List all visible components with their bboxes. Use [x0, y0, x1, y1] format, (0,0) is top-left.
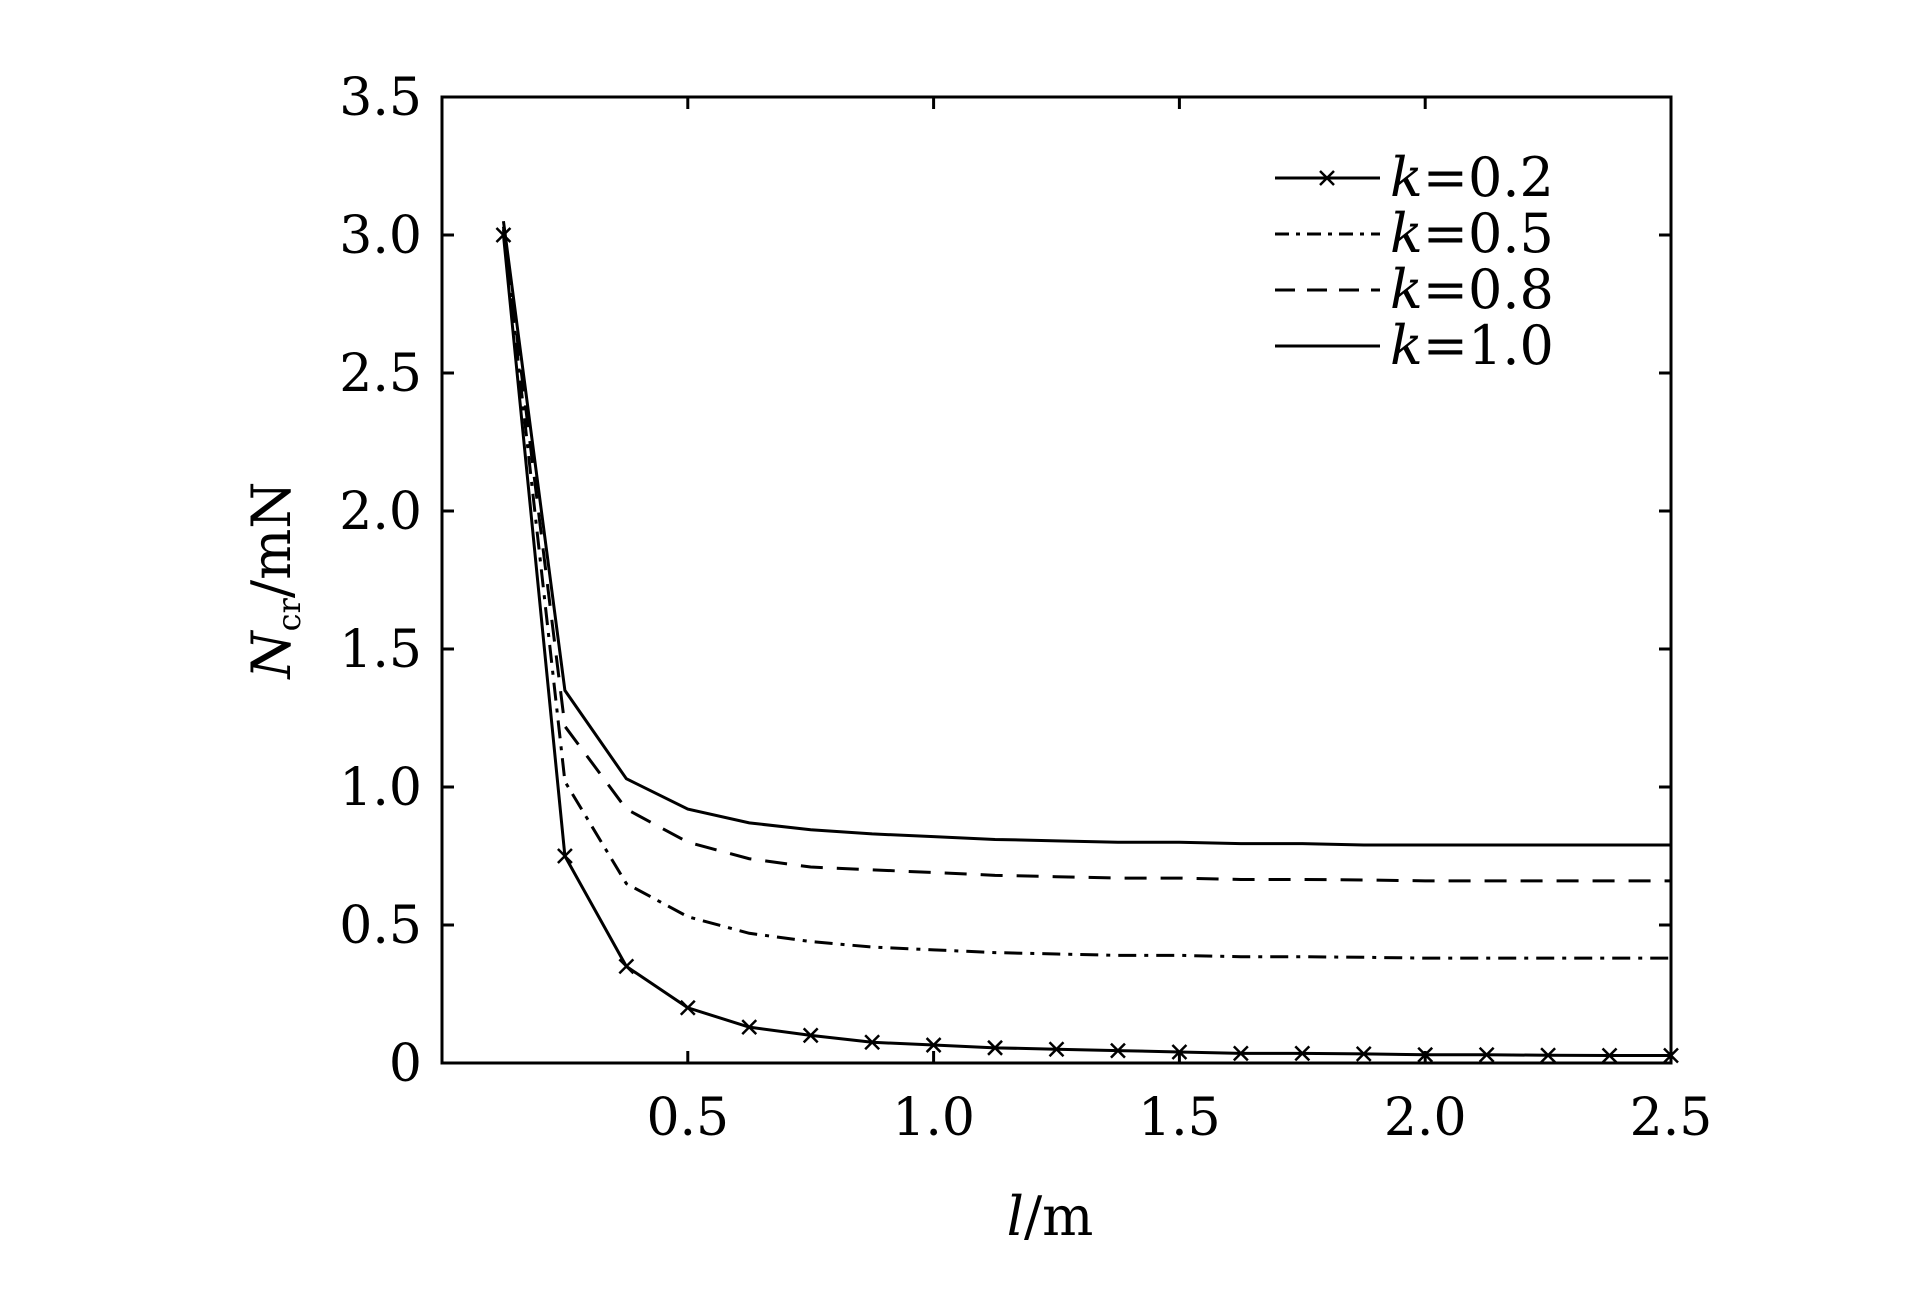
- y-tick-label: 0: [389, 1034, 422, 1094]
- y-label-unit: /mN: [240, 481, 303, 598]
- x-label-unit: /m: [1024, 1185, 1093, 1248]
- legend: k=0.2k=0.5k=0.8k=1.0: [1275, 146, 1554, 377]
- series-line-k-0-5: [501, 229, 1671, 960]
- data-point-marker: [1294, 1045, 1311, 1062]
- y-label-sub: cr: [270, 597, 308, 631]
- svg-text:Ncr/mN: Ncr/mN: [240, 481, 308, 680]
- data-point-marker: [741, 1019, 758, 1036]
- data-point-marker: [1478, 1046, 1495, 1063]
- x-tick-label: 1.0: [892, 1088, 975, 1148]
- data-point-marker: [1355, 1046, 1372, 1062]
- y-label-main: N: [240, 630, 303, 681]
- y-tick-label: 3.0: [339, 206, 422, 266]
- legend-marker: [1319, 170, 1335, 186]
- data-point-marker: [925, 1037, 942, 1053]
- x-tick-label: 1.5: [1138, 1088, 1221, 1148]
- x-label-main: l: [1007, 1185, 1024, 1248]
- y-tick-label: 0.5: [339, 896, 422, 956]
- legend-label: k=1.0: [1390, 314, 1554, 377]
- data-point-marker: [1110, 1042, 1126, 1059]
- y-axis-label: Ncr/mN: [240, 481, 308, 680]
- x-tick-label: 0.5: [646, 1088, 729, 1148]
- y-tick-label: 2.5: [339, 344, 422, 404]
- data-point-marker: [618, 958, 635, 975]
- data-point-marker: [802, 1027, 819, 1044]
- y-tick-label: 2.0: [339, 482, 422, 542]
- data-point-marker: [987, 1039, 1003, 1056]
- data-point-marker: [1540, 1047, 1556, 1064]
- legend-label: k=0.2: [1390, 146, 1554, 209]
- series-line-k-1-0: [501, 221, 1671, 847]
- plot-frame: [440, 95, 1673, 1065]
- x-tick-label: 2.0: [1384, 1088, 1467, 1148]
- y-tick-label: 3.5: [339, 68, 422, 128]
- series-line-k-0-2: [501, 234, 1671, 1058]
- data-point-marker: [1232, 1045, 1249, 1062]
- legend-label: k=0.8: [1390, 258, 1554, 321]
- y-tick-label: 1.5: [339, 620, 422, 680]
- data-point-marker: [864, 1034, 881, 1051]
- data-point-marker: [1601, 1047, 1618, 1064]
- x-tick-label: 2.5: [1630, 1088, 1713, 1148]
- x-axis-label: l/m: [1007, 1185, 1094, 1248]
- series-line-k-0-8: [501, 226, 1671, 883]
- data-point-marker: [1048, 1041, 1065, 1058]
- data-point-marker: [679, 999, 696, 1016]
- legend-label: k=0.5: [1390, 202, 1554, 265]
- data-point-marker: [557, 848, 573, 864]
- y-tick-label: 1.0: [339, 758, 422, 818]
